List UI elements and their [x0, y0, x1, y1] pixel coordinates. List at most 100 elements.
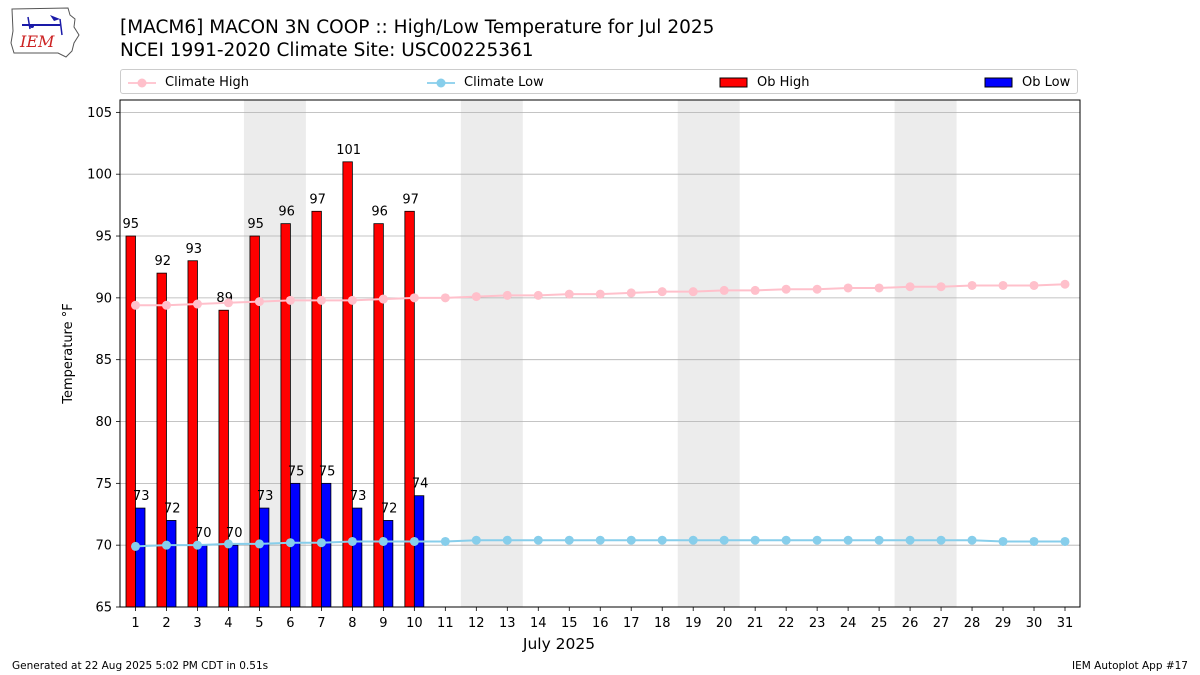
ob-low-label: 72 — [381, 501, 398, 516]
x-tick-label: 3 — [193, 616, 201, 631]
climate-low-point — [936, 535, 946, 545]
climate-high-point — [750, 285, 760, 295]
x-tick-label: 21 — [747, 616, 764, 631]
ob-low-bar — [228, 544, 239, 608]
x-tick-label: 29 — [995, 616, 1012, 631]
ob-high-bar — [404, 210, 415, 608]
climate-low-point — [657, 535, 667, 545]
legend-label: Climate High — [165, 75, 250, 90]
climate-low-point — [719, 535, 729, 545]
weekend-shade — [460, 100, 523, 607]
x-tick-label: 5 — [255, 616, 263, 631]
chart-title: [MACM6] MACON 3N COOP :: High/Low Temper… — [120, 17, 715, 38]
x-tick-label: 24 — [840, 616, 857, 631]
x-tick-label: 31 — [1057, 616, 1074, 631]
x-tick-label: 10 — [406, 616, 423, 631]
ob-high-bar — [218, 309, 229, 608]
climate-low-point — [967, 535, 977, 545]
climate-low-point — [564, 535, 574, 545]
ob-high-bar — [311, 210, 322, 608]
ob-low-swatch-icon — [984, 77, 1013, 87]
ob-low-label: 73 — [257, 489, 274, 504]
x-tick-label: 28 — [964, 616, 981, 631]
climate-high-point — [440, 293, 450, 303]
ob-high-bar — [280, 223, 291, 608]
x-tick-label: 14 — [530, 616, 547, 631]
climate-high-point — [161, 300, 171, 310]
ob-high-bar — [373, 223, 384, 608]
ob-low-label: 73 — [350, 489, 367, 504]
climate-low-point — [874, 535, 884, 545]
y-tick-label: 100 — [87, 168, 112, 183]
climate-low-point — [131, 541, 140, 551]
y-tick-label: 80 — [95, 415, 112, 430]
ob-high-bar — [187, 260, 198, 608]
climate-low-point — [192, 540, 202, 550]
ob-low-bar — [135, 507, 146, 608]
x-tick-label: 18 — [654, 616, 671, 631]
x-tick-label: 4 — [224, 616, 232, 631]
x-axis-label: July 2025 — [522, 635, 595, 653]
ob-high-label: 96 — [371, 205, 388, 220]
climate-low-point — [843, 535, 853, 545]
climate-low-point — [533, 535, 543, 545]
climate-low-point — [254, 539, 264, 549]
weekend-shade — [894, 100, 957, 607]
climate-high-point — [409, 293, 419, 303]
x-tick-label: 7 — [317, 616, 325, 631]
climate-high-point — [781, 284, 791, 294]
climate-high-point — [316, 295, 326, 305]
x-tick-label: 17 — [623, 616, 640, 631]
y-tick-label: 65 — [95, 601, 112, 616]
x-tick-label: 27 — [933, 616, 950, 631]
x-tick-label: 22 — [778, 616, 795, 631]
legend-label: Climate Low — [464, 75, 544, 90]
ob-high-label: 97 — [402, 192, 419, 207]
legend-label: Ob Low — [1022, 75, 1071, 90]
climate-low-point — [409, 536, 419, 546]
x-tick-label: 26 — [902, 616, 919, 631]
climate-high-point — [688, 287, 698, 297]
climate-high-point — [131, 300, 140, 310]
climate-high-point — [967, 280, 977, 290]
x-tick-label: 19 — [685, 616, 702, 631]
ob-low-bar — [413, 495, 425, 608]
x-tick-label: 11 — [437, 616, 454, 631]
climate-low-point — [1029, 536, 1039, 546]
climate-low-point — [316, 538, 326, 548]
climate-high-point — [719, 285, 729, 295]
climate-low-point — [223, 539, 233, 549]
climate-high-point — [905, 282, 915, 292]
climate-low-point — [595, 535, 605, 545]
climate-low-point — [347, 536, 357, 546]
weekend-shade — [677, 100, 740, 607]
climate-high-point — [998, 280, 1008, 290]
ob-high-bar — [156, 272, 167, 608]
ob-low-label: 70 — [226, 526, 243, 541]
climate-low-point — [502, 535, 512, 545]
climate-low-point — [378, 536, 388, 546]
climate-low-point — [688, 535, 698, 545]
climate-low-point — [750, 535, 760, 545]
legend-ob-high: Ob High — [719, 70, 810, 95]
legend: Climate High Climate Low Ob High Ob Low — [120, 69, 1078, 94]
legend-climate-low: Climate Low — [426, 70, 544, 95]
climate-high-point — [874, 283, 884, 293]
ob-low-bar — [166, 520, 177, 608]
y-axis-label: Temperature °F — [61, 303, 76, 404]
climate-high-point — [595, 289, 605, 299]
x-tick-label: 8 — [348, 616, 356, 631]
climate-high-point — [812, 284, 822, 294]
ob-high-label: 95 — [247, 217, 264, 232]
climate-low-point — [1060, 536, 1070, 546]
y-tick-label: 95 — [95, 230, 112, 245]
climate-high-point — [502, 290, 512, 300]
climate-low-point — [626, 535, 636, 545]
ob-low-label: 72 — [164, 501, 181, 516]
climate-high-point — [192, 299, 202, 309]
y-tick-label: 85 — [95, 353, 112, 368]
ob-low-label: 75 — [288, 464, 305, 479]
y-tick-label: 90 — [95, 291, 112, 306]
climate-low-point — [161, 540, 171, 550]
climate-low-point — [471, 535, 481, 545]
